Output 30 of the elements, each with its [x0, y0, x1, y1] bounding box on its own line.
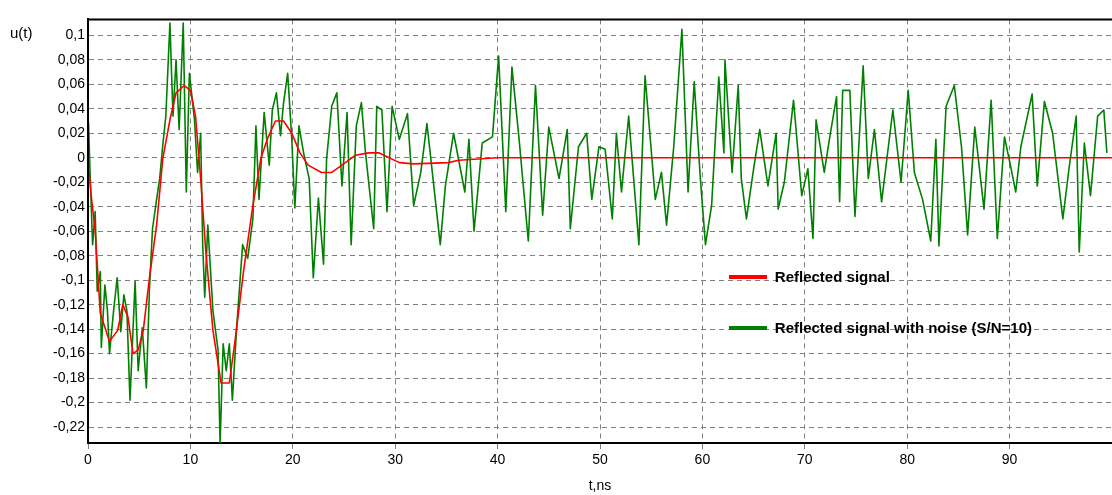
y-tick-label: 0 — [77, 148, 86, 165]
x-tick-label: 80 — [899, 451, 916, 468]
x-tick-label: 50 — [592, 451, 608, 468]
x-tick-label: 10 — [182, 451, 199, 468]
y-tick-label: -0,04 — [53, 197, 86, 214]
y-tick-label: -0,1 — [60, 271, 86, 288]
y-tick-label: 0,1 — [65, 26, 86, 43]
y-tick-label: 0,08 — [57, 50, 86, 67]
legend-label: Reflected signal with noise (S/N=10) — [774, 319, 1032, 336]
y-tick-label: -0,06 — [53, 222, 86, 239]
x-tick-label: 20 — [285, 451, 301, 468]
y-tick-label: -0,16 — [53, 344, 86, 361]
x-tick-label: 90 — [1001, 451, 1018, 468]
y-tick-label: -0,14 — [53, 320, 86, 336]
x-tick-label: 60 — [694, 451, 711, 468]
x-axis-title: t,ns — [588, 477, 612, 494]
y-tick-label: -0,08 — [53, 246, 86, 263]
y-tick-label: -0,22 — [53, 417, 86, 434]
x-tick-label: 70 — [797, 451, 813, 468]
y-axis-title: u(t) — [10, 23, 33, 41]
y-tick-label: -0,2 — [60, 393, 86, 410]
y-tick-label: -0,18 — [53, 368, 86, 385]
x-tick-label: 30 — [387, 451, 404, 468]
x-tick-label: 40 — [489, 451, 506, 468]
y-tick-label: 0,04 — [57, 99, 86, 116]
y-tick-label: -0,02 — [53, 173, 86, 190]
legend-label: Reflected signal — [774, 268, 890, 285]
y-tick-label: 0,02 — [57, 124, 86, 141]
y-tick-label: -0,12 — [53, 295, 86, 312]
y-tick-label: 0,06 — [57, 75, 86, 92]
